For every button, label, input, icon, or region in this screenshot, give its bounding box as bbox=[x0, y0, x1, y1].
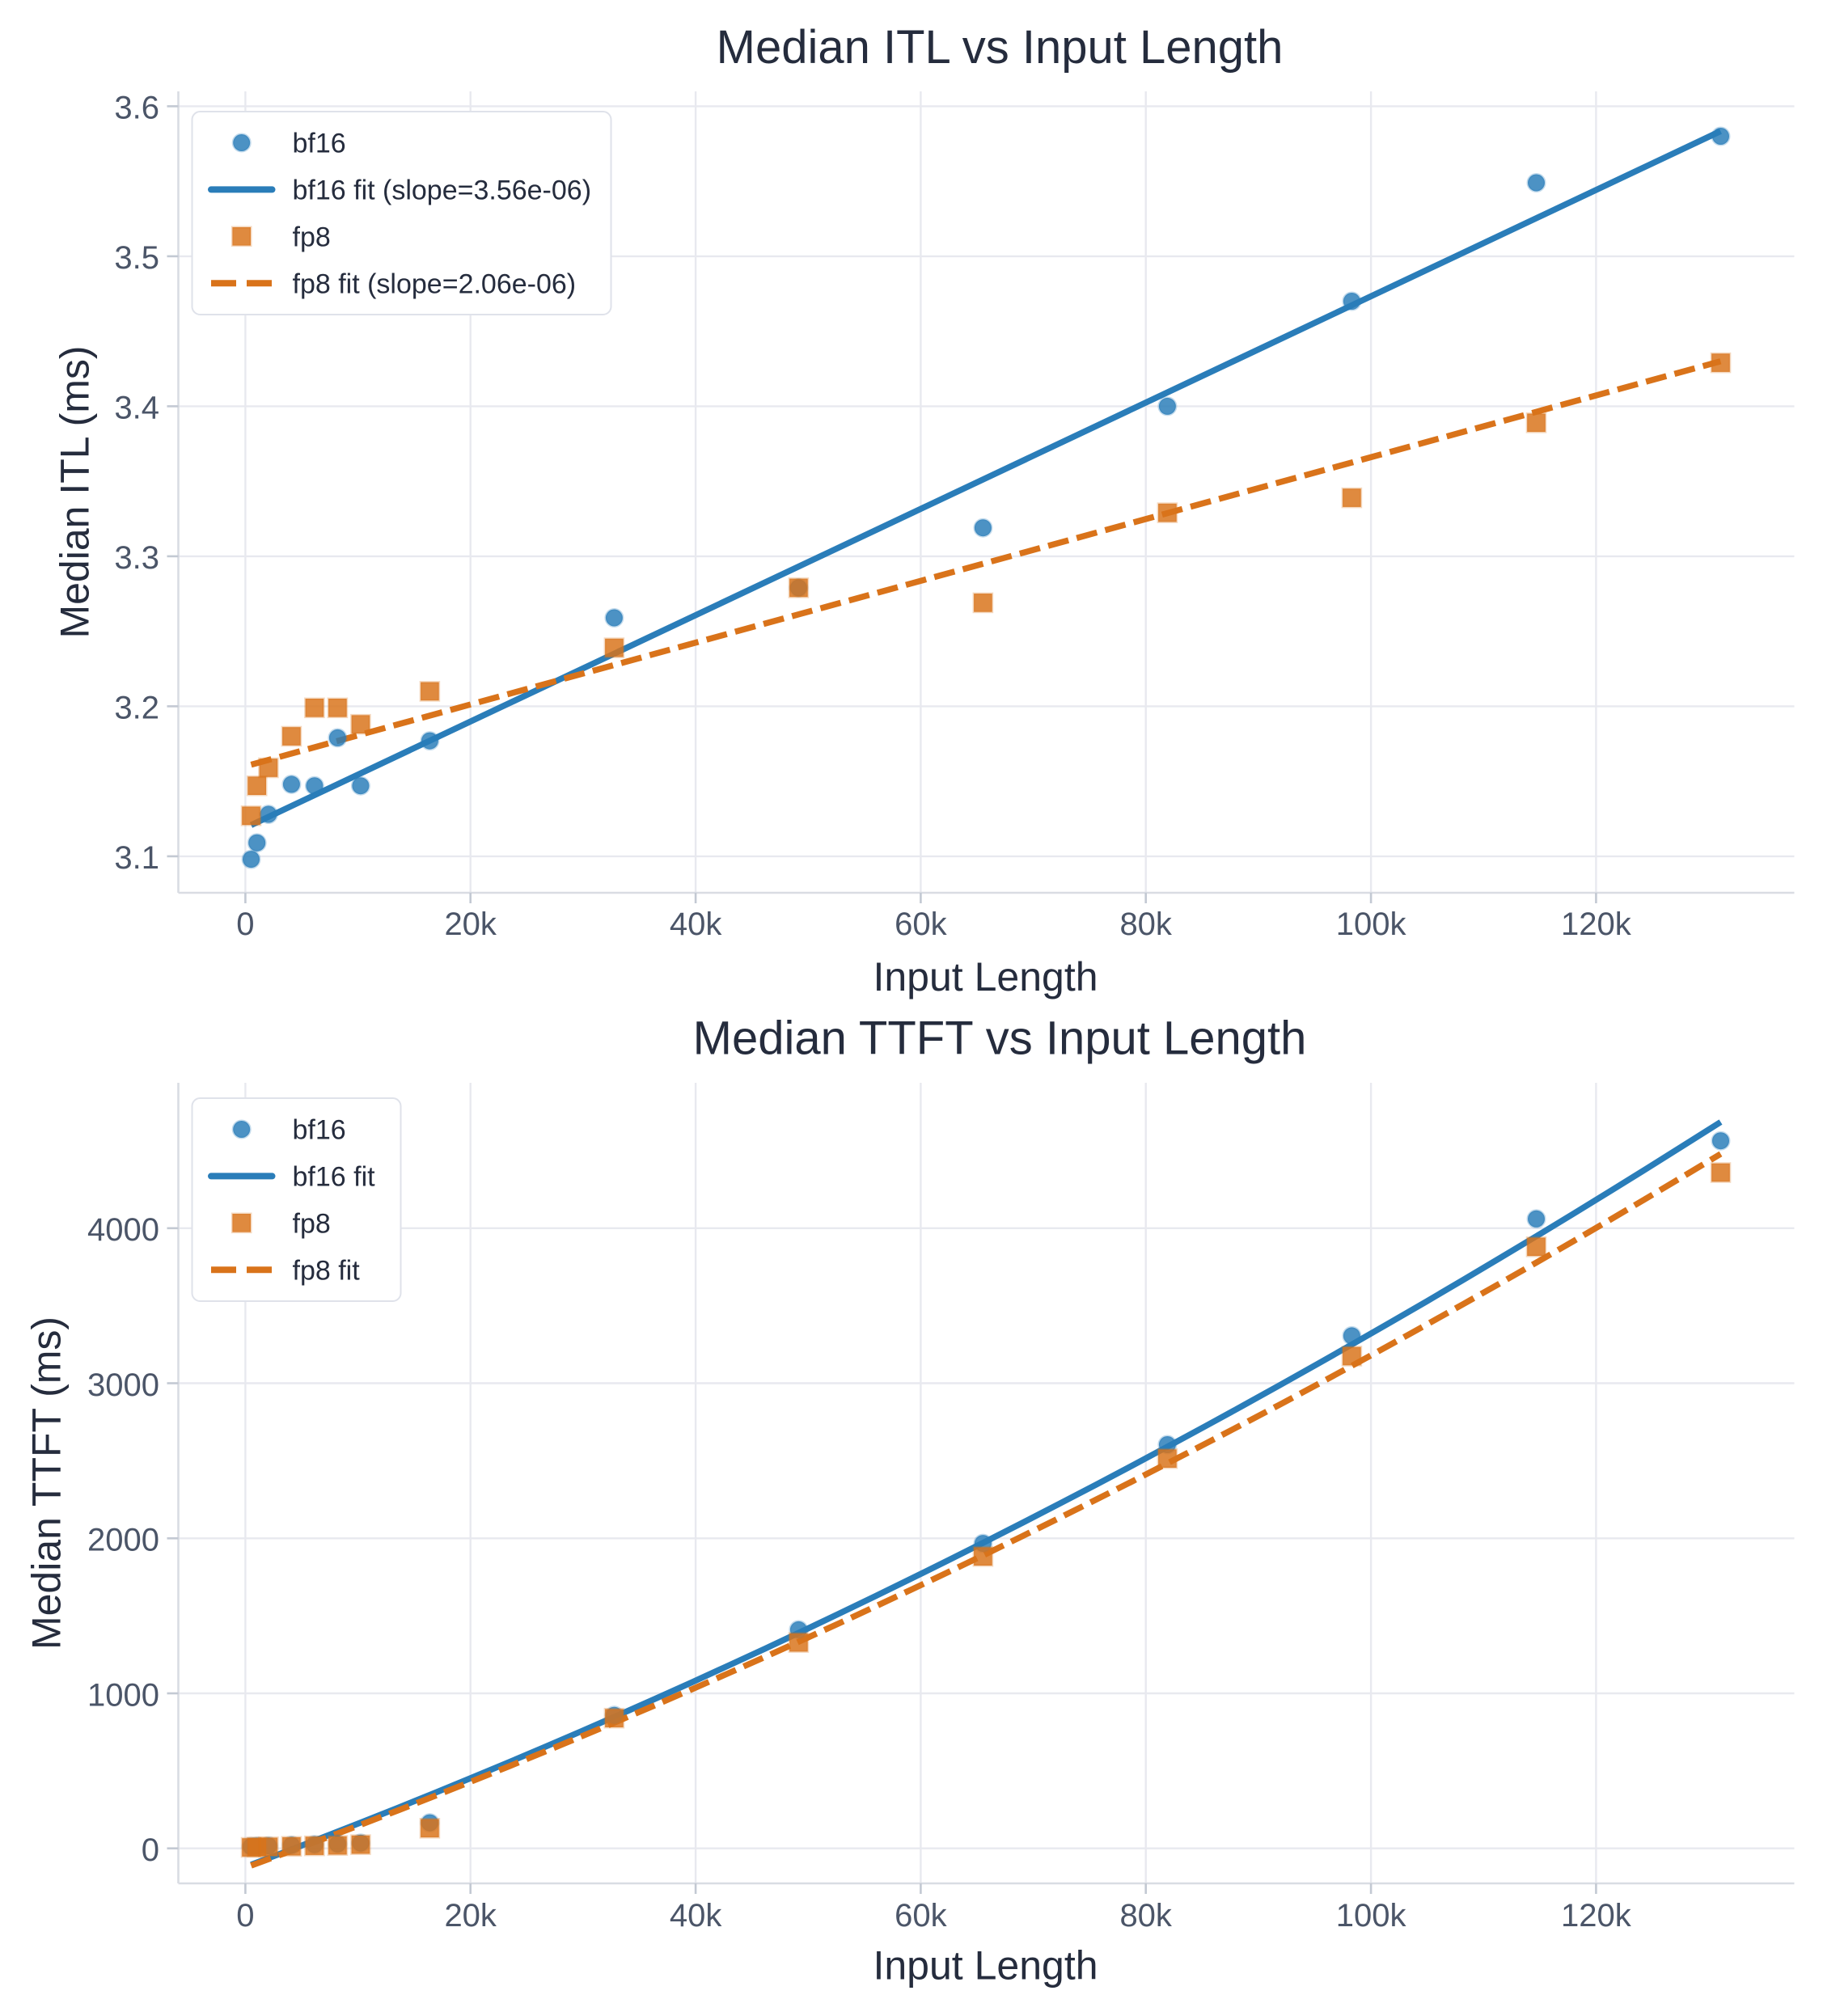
svg-text:1000: 1000 bbox=[87, 1677, 159, 1713]
svg-text:3.2: 3.2 bbox=[114, 691, 159, 726]
svg-text:bf16 fit: bf16 fit bbox=[293, 1162, 376, 1193]
svg-text:fp8 fit: fp8 fit bbox=[293, 1255, 361, 1286]
svg-text:80k: 80k bbox=[1119, 907, 1172, 942]
svg-text:3.5: 3.5 bbox=[114, 240, 159, 276]
svg-text:0: 0 bbox=[236, 907, 254, 942]
svg-text:60k: 60k bbox=[895, 907, 947, 942]
svg-text:120k: 120k bbox=[1561, 1898, 1632, 1934]
svg-text:Input Length: Input Length bbox=[873, 954, 1098, 1000]
svg-text:bf16: bf16 bbox=[293, 1115, 346, 1146]
svg-text:3.1: 3.1 bbox=[114, 840, 159, 876]
svg-text:60k: 60k bbox=[895, 1898, 947, 1934]
svg-text:Median ITL (ms): Median ITL (ms) bbox=[53, 345, 98, 638]
svg-text:3.3: 3.3 bbox=[114, 540, 159, 576]
svg-text:0: 0 bbox=[142, 1832, 159, 1868]
svg-text:bf16 fit (slope=3.56e-06): bf16 fit (slope=3.56e-06) bbox=[293, 175, 592, 206]
svg-text:20k: 20k bbox=[444, 1898, 497, 1934]
svg-text:2000: 2000 bbox=[87, 1523, 159, 1558]
svg-text:Median ITL vs Input Length: Median ITL vs Input Length bbox=[717, 21, 1284, 74]
svg-text:100k: 100k bbox=[1336, 907, 1407, 942]
svg-text:100k: 100k bbox=[1336, 1898, 1407, 1934]
svg-text:80k: 80k bbox=[1119, 1898, 1172, 1934]
svg-text:Median TTFT (ms): Median TTFT (ms) bbox=[24, 1317, 70, 1650]
svg-text:0: 0 bbox=[236, 1898, 254, 1934]
svg-text:Input Length: Input Length bbox=[873, 1942, 1098, 1988]
svg-text:bf16: bf16 bbox=[293, 129, 346, 159]
svg-text:fp8 fit (slope=2.06e-06): fp8 fit (slope=2.06e-06) bbox=[293, 268, 577, 299]
svg-text:3.4: 3.4 bbox=[114, 391, 159, 426]
svg-text:Median TTFT vs Input Length: Median TTFT vs Input Length bbox=[693, 1012, 1307, 1065]
svg-text:120k: 120k bbox=[1561, 907, 1632, 942]
svg-text:40k: 40k bbox=[670, 907, 722, 942]
svg-text:40k: 40k bbox=[670, 1898, 722, 1934]
svg-text:4000: 4000 bbox=[87, 1212, 159, 1248]
svg-text:3000: 3000 bbox=[87, 1367, 159, 1403]
svg-text:fp8: fp8 bbox=[293, 222, 331, 253]
svg-text:fp8: fp8 bbox=[293, 1209, 331, 1240]
svg-text:20k: 20k bbox=[444, 907, 497, 942]
svg-text:3.6: 3.6 bbox=[114, 91, 159, 126]
